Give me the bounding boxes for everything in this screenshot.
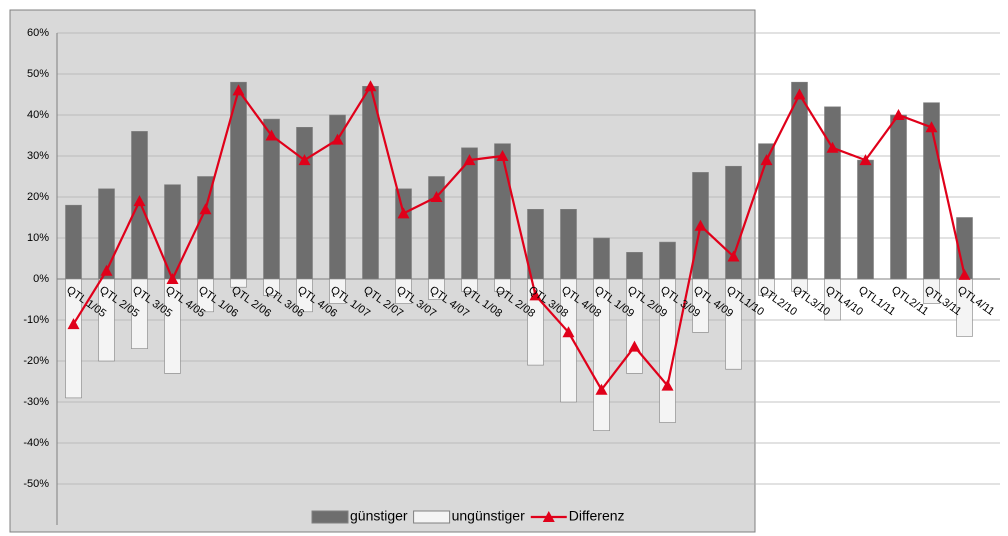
bar [659,241,676,280]
marker [331,133,344,145]
bar [758,278,775,296]
y-tick-label: -20% [23,355,49,367]
y-tick-label: -10% [23,314,49,326]
legend-label: Differenz [569,508,625,524]
marker [166,273,179,284]
y-tick-label: 20% [27,191,49,203]
bar [890,114,907,280]
bar [197,278,214,313]
bar [725,278,742,370]
marker [133,195,146,207]
bar [461,278,478,292]
bar [263,278,280,296]
y-tick-label: 60% [27,27,49,39]
bar [626,252,643,280]
bar [131,278,148,349]
legend-marker [542,511,555,522]
marker [67,318,80,330]
bar [98,278,115,362]
marker [397,207,410,219]
marker [562,326,575,338]
marker [298,154,311,166]
bar [362,86,379,280]
bar [923,278,940,304]
marker [892,109,905,120]
marker [694,219,707,231]
bar [230,278,247,288]
legend-label: ungünstiger [452,508,526,524]
bar [428,278,445,300]
y-tick-label: 30% [27,150,49,162]
bar [824,278,841,321]
marker [595,383,608,395]
marker [859,154,872,166]
bar [494,143,511,280]
bar [593,237,610,280]
y-tick-label: -50% [23,478,49,490]
marker [199,203,212,215]
y-tick-label: -30% [23,396,49,408]
shaded-region [9,9,756,533]
marker [661,379,674,391]
marker [430,191,443,202]
marker [760,154,773,166]
marker [628,340,641,352]
bar [560,278,577,403]
marker [925,121,938,133]
bar [692,278,709,333]
bar [329,278,346,304]
bar [857,159,874,280]
y-tick-label: 0% [33,273,49,285]
marker [793,88,806,100]
y-tick-label: 50% [27,68,49,80]
marker [100,264,113,276]
legend-swatch [311,510,349,524]
y-tick-label: -40% [23,437,49,449]
marker [463,154,476,166]
legend-swatch [413,510,451,524]
marker [529,289,542,301]
bar [65,278,82,399]
bar [824,106,841,280]
bar [65,204,82,280]
marker [826,141,839,153]
y-tick-label: 10% [27,232,49,244]
marker [232,84,245,96]
marker [958,268,971,280]
bar [791,278,808,292]
legend-label: günstiger [350,508,408,524]
bar [560,209,577,280]
bar [296,278,313,313]
x-tick-label: QTL1/11 [856,284,897,318]
marker [496,150,509,161]
bar [395,278,412,304]
marker [727,250,740,262]
y-tick-label: 40% [27,109,49,121]
line [72,83,966,392]
bar [296,127,313,280]
bar [395,188,412,280]
bar [494,278,511,292]
marker [364,80,377,92]
bar [263,118,280,280]
marker [265,129,278,141]
bar [725,165,742,280]
legend: günstiger ungünstiger Differenz [311,508,625,524]
bar [791,81,808,280]
